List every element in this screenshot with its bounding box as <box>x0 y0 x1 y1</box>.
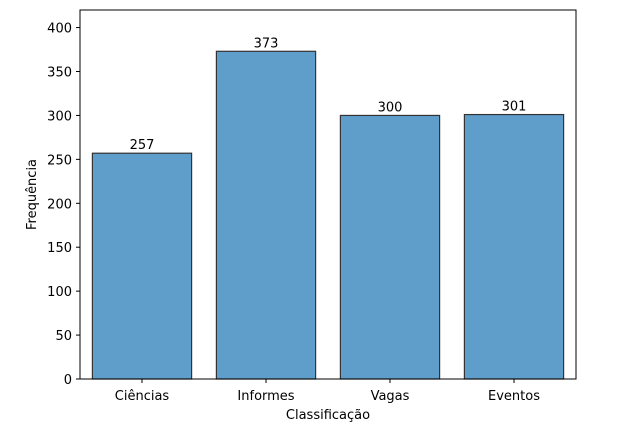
x-tick-label: Informes <box>237 389 294 404</box>
x-axis-ticks: Ciências Informes Vagas Eventos <box>115 379 540 404</box>
bar-informes <box>215 50 317 380</box>
bars-group <box>91 50 565 380</box>
x-axis-label: Classificação <box>286 408 370 423</box>
bar-ciências <box>91 152 193 380</box>
x-tick-label: Ciências <box>115 389 170 404</box>
data-label-ciências: 257 <box>130 138 155 153</box>
y-tick-label: 400 <box>47 22 72 37</box>
y-tick-label: 300 <box>47 109 72 124</box>
data-label-vagas: 300 <box>378 100 403 115</box>
x-tick-label: Eventos <box>488 389 540 404</box>
y-tick-label: 150 <box>47 241 72 256</box>
data-label-eventos: 301 <box>502 100 527 115</box>
y-tick-label: 350 <box>47 66 72 81</box>
data-labels-group: 257 373 300 301 <box>130 36 527 153</box>
y-tick-label: 200 <box>47 197 72 212</box>
y-tick-label: 100 <box>47 285 72 300</box>
bar-vagas <box>339 114 441 380</box>
y-tick-label: 50 <box>55 329 72 344</box>
y-axis-ticks: 0 50 100 150 200 250 300 350 400 <box>47 22 80 388</box>
bar-eventos <box>463 113 565 380</box>
plot-area-frame <box>79 9 577 380</box>
data-label-informes: 373 <box>254 36 279 51</box>
y-tick-label: 250 <box>47 153 72 168</box>
y-axis-label: Frequência <box>25 159 40 230</box>
y-tick-label: 0 <box>64 373 72 388</box>
x-tick-label: Vagas <box>371 389 410 404</box>
